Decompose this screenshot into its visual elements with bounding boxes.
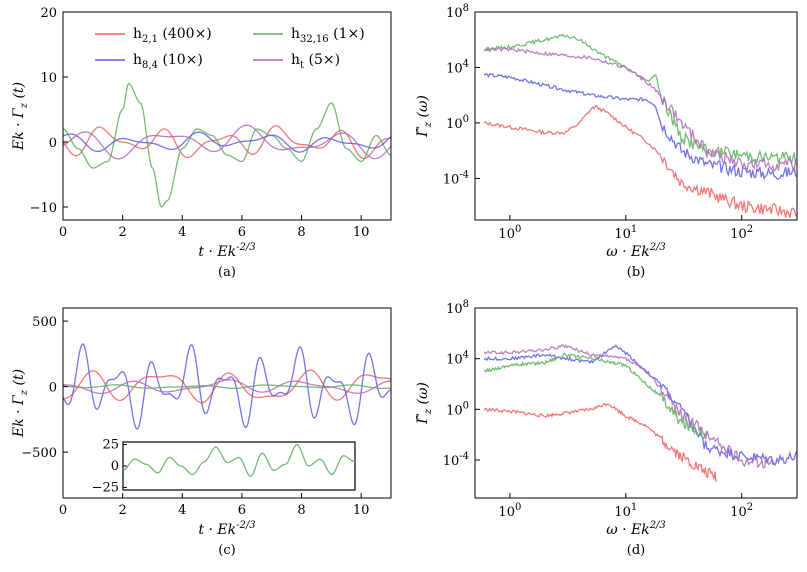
x-tick-label: 6 xyxy=(238,225,246,240)
x-tick-label: 4 xyxy=(178,503,186,518)
x-tick-label: 8 xyxy=(297,225,305,240)
series-line-blue xyxy=(63,343,391,430)
x-tick-label: 102​ xyxy=(730,224,753,242)
y-tick-label: 108​ xyxy=(446,3,469,21)
x-tick-label: 101​ xyxy=(614,224,637,242)
x-tick-label: 0 xyxy=(59,225,67,240)
series-line-green xyxy=(483,352,708,440)
y-axis-label: Ek · Γz​ (t) xyxy=(11,82,30,151)
y-axis-label: Γ̂z​ (ω) xyxy=(415,95,434,138)
series-line-purple xyxy=(483,46,797,173)
inset-frame xyxy=(122,441,356,491)
x-tick-label: 4 xyxy=(178,225,186,240)
inset-series-line xyxy=(122,443,356,477)
x-axis-label: t · Ek-2/3​ xyxy=(198,242,255,260)
y-tick-label: −10 xyxy=(30,201,57,216)
series-line-green xyxy=(483,33,797,165)
y-tick-label: 104​ xyxy=(446,58,469,76)
y-tick-label: 10-4​ xyxy=(443,169,469,187)
plot-frame xyxy=(474,11,798,221)
y-tick-label: 104​ xyxy=(446,350,469,368)
chart-panel: 100​ 101​ 102​ 10-4​ 100​ 104​ 108​ ω · Ek2/3​ Γ… xyxy=(415,3,798,280)
series-line-blue xyxy=(483,72,797,180)
x-tick-label: 8 xyxy=(297,503,305,518)
x-tick-label: 102​ xyxy=(730,502,753,520)
plot-frame xyxy=(62,307,392,499)
x-axis-label: ω · Ek2/3​ xyxy=(606,520,666,538)
panel-label: (a) xyxy=(218,265,236,280)
inset-chart: −25 0 25 xyxy=(92,438,356,495)
chart-panel: 100​ 101​ 102​ 10-4​ 100​ 104​ 108​ ω · Ek2/3​ Γ… xyxy=(415,299,798,558)
y-tick-label: 10 xyxy=(40,71,57,86)
plot-frame xyxy=(474,307,798,499)
x-tick-label: 100​ xyxy=(498,502,521,520)
y-tick-label: 0 xyxy=(49,381,57,396)
y-tick-label: 108​ xyxy=(446,299,469,317)
y-axis-label: Γ̂z​ (ω) xyxy=(415,382,434,425)
x-tick-label: 101​ xyxy=(614,502,637,520)
y-axis-label: Ek · Γz​ (t) xyxy=(11,369,30,438)
inset-y-tick-label: 25 xyxy=(102,438,119,453)
chart-panel: 0 2 4 6 8 10 −500 0 500 t · Ek-2/3​ Ek · Γz​ (t) (c… xyxy=(11,307,392,558)
series-line-green xyxy=(63,82,391,208)
y-tick-label: 100​ xyxy=(446,114,469,132)
x-tick-label: 0 xyxy=(59,503,67,518)
x-tick-label: 2 xyxy=(118,503,126,518)
y-tick-label: 20 xyxy=(40,6,57,21)
inset-y-tick-label: 0 xyxy=(111,459,119,474)
x-tick-label: 100​ xyxy=(498,224,521,242)
inset-y-tick-label: −25 xyxy=(92,480,119,495)
series-line-red xyxy=(483,403,717,482)
series-line-blue xyxy=(483,344,797,465)
series-line-red xyxy=(63,369,391,404)
series-line-red xyxy=(483,105,797,218)
y-tick-label: 0 xyxy=(49,136,57,151)
x-tick-label: 10 xyxy=(353,225,370,240)
legend-label: h32,16​ (1×) xyxy=(291,26,365,45)
x-tick-label: 6 xyxy=(238,503,246,518)
x-tick-label: 2 xyxy=(118,225,126,240)
series-line-purple xyxy=(483,344,778,469)
y-tick-label: 10-4​ xyxy=(443,451,469,469)
series-line-purple xyxy=(63,379,391,395)
y-tick-label: 500 xyxy=(32,315,57,330)
y-tick-label: −500 xyxy=(21,446,57,461)
series-line-red xyxy=(63,125,391,160)
x-tick-label: 10 xyxy=(353,503,370,518)
series-line-purple xyxy=(63,124,391,160)
legend-label: ht​ (5×) xyxy=(291,52,340,71)
y-tick-label: 100​ xyxy=(446,400,469,418)
x-axis-label: ω · Ek2/3​ xyxy=(606,242,666,260)
plot-frame xyxy=(62,11,392,221)
legend-label: h2,1​ (400×) xyxy=(133,26,212,45)
panel-label: (c) xyxy=(218,543,235,558)
panel-label: (d) xyxy=(627,543,645,558)
legend-label: h8,4​ (10×) xyxy=(133,52,203,71)
series-line-blue xyxy=(63,131,391,153)
x-axis-label: t · Ek-2/3​ xyxy=(198,520,255,538)
series-line-green xyxy=(63,384,391,390)
panel-label: (b) xyxy=(627,265,645,280)
